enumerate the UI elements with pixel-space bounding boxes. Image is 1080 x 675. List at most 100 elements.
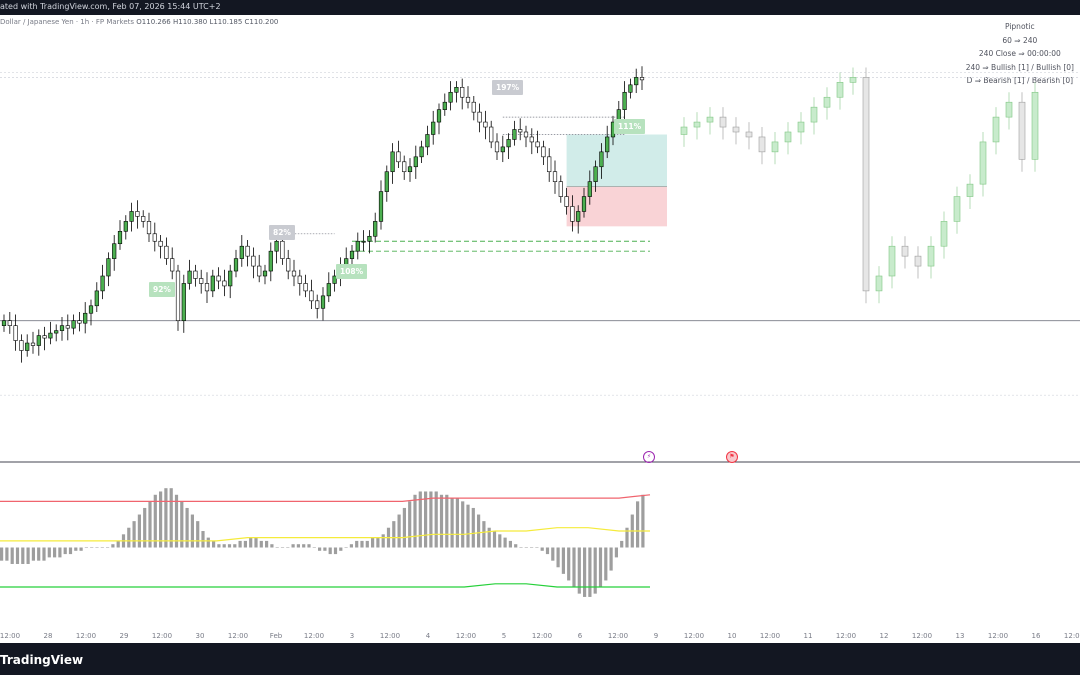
candle <box>262 270 268 277</box>
candle <box>361 240 366 243</box>
candle <box>13 325 18 341</box>
candle <box>431 121 436 135</box>
histogram-bar <box>360 540 364 548</box>
symbol-name: Dollar / Japanese Yen · 1h · FP Markets <box>0 18 135 26</box>
candle <box>442 101 447 110</box>
candle <box>141 216 146 222</box>
candle <box>1 320 7 326</box>
histogram-bar <box>604 547 608 581</box>
projected-candle <box>784 131 792 143</box>
candle <box>274 240 279 252</box>
x-axis-label: Feb <box>270 632 283 640</box>
projected-candle <box>797 121 805 133</box>
candle <box>239 245 244 259</box>
candle <box>552 171 558 182</box>
candle <box>535 141 540 148</box>
candle <box>355 240 360 252</box>
x-axis-label: 5 <box>502 632 506 640</box>
indicator-name: Pipnotic <box>1004 22 1035 31</box>
histogram-bar <box>508 540 512 548</box>
histogram-bar <box>376 537 380 548</box>
candle <box>286 258 291 272</box>
candle <box>518 129 523 133</box>
candle <box>100 275 105 292</box>
candle <box>7 320 12 326</box>
upper-band-line <box>0 494 651 502</box>
percent-tag: 108% <box>336 264 368 279</box>
x-axis-label: 12:00 <box>760 632 780 640</box>
histogram-bar <box>243 540 247 548</box>
candle <box>570 206 575 222</box>
x-axis-label: 12:00 <box>304 632 324 640</box>
projected-candle <box>823 96 831 108</box>
candle <box>129 211 134 222</box>
projected-candle <box>914 255 922 267</box>
x-axis-label: 10 <box>728 632 737 640</box>
histogram-bar <box>365 540 369 548</box>
candle <box>257 265 262 277</box>
histogram-bar <box>328 547 332 555</box>
candle <box>88 305 94 314</box>
candle <box>326 283 331 297</box>
candle <box>599 151 604 168</box>
candle <box>471 101 476 113</box>
x-axis-label: 12:00 <box>0 632 20 640</box>
histogram-bar <box>498 534 502 548</box>
histogram-bar <box>302 544 306 548</box>
histogram-bar <box>445 494 449 548</box>
candle <box>19 340 24 351</box>
histogram-bar <box>572 547 576 588</box>
candle <box>123 221 128 232</box>
histogram-bar <box>424 491 428 548</box>
candle <box>605 136 610 153</box>
lightning-icon[interactable]: ⚡ <box>643 451 655 463</box>
ohlc-open: O110.266 <box>136 18 171 26</box>
projected-candle <box>810 106 818 123</box>
projected-candle <box>966 183 974 197</box>
x-axis-label: 12:00 <box>76 632 96 640</box>
histogram-bar <box>143 507 147 548</box>
chart-canvas[interactable]: 12:00 28 12:00 29 12:00 30 12:00 Feb 12:00 3 12:00… <box>0 15 1080 643</box>
x-axis-label: 4 <box>426 632 431 640</box>
candle <box>94 290 99 307</box>
histogram-bar <box>492 531 497 548</box>
x-axis-label: 28 <box>44 632 53 640</box>
histogram-bar <box>408 501 412 548</box>
histogram-bar <box>471 507 475 548</box>
x-axis-label: 12:00 <box>684 632 704 640</box>
projected-candle <box>849 77 857 83</box>
candle <box>48 332 53 339</box>
histogram-bar <box>212 540 216 548</box>
projected-candle <box>953 196 961 222</box>
candle <box>558 181 563 197</box>
histogram-bar <box>222 544 226 548</box>
histogram-bar <box>641 494 645 548</box>
profit-zone <box>566 134 667 187</box>
ohlc-low: L110.185 <box>209 18 243 26</box>
histogram-bar <box>259 540 263 548</box>
candle <box>216 275 221 282</box>
histogram-bar <box>344 547 348 548</box>
candle <box>436 109 442 123</box>
indicator-line: D ⇒ Bearish [1] / Bearish [0] <box>966 76 1074 85</box>
candle <box>204 283 210 292</box>
loss-zone <box>566 186 667 227</box>
candle <box>576 211 581 222</box>
histogram-bar <box>524 547 528 548</box>
candle <box>59 325 65 331</box>
projected-candle <box>979 141 987 185</box>
candle <box>71 320 76 329</box>
candle <box>593 166 598 182</box>
chart-title: ated with TradingView.com, Feb 07, 2026 … <box>0 2 221 11</box>
histogram-bar <box>397 514 401 548</box>
x-axis-label: 12:00 <box>152 632 172 640</box>
candle <box>291 270 297 277</box>
histogram-bar <box>418 491 422 548</box>
x-axis-label: 12:00 <box>456 632 476 640</box>
candle <box>494 141 500 153</box>
histogram-bar <box>153 494 157 548</box>
histogram-bar <box>0 547 4 561</box>
mid-line <box>0 527 650 542</box>
projected-candle <box>940 221 948 247</box>
flag-icon[interactable]: ⚑ <box>726 451 738 463</box>
